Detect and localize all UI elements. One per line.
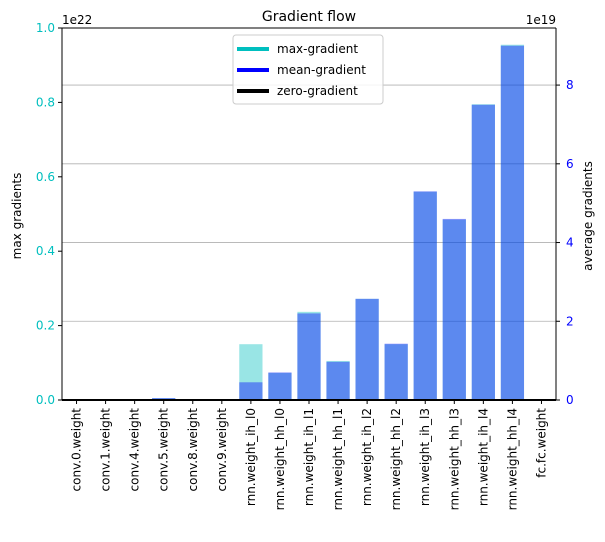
- right-tick-label: 2: [566, 314, 574, 328]
- x-tick-label: conv.0.weight: [70, 408, 84, 492]
- axes-frame: [61, 27, 557, 401]
- x-tick-label: rnn.weight_hh_l3: [447, 408, 461, 510]
- x-tick-label: rnn.weight_hh_l2: [389, 408, 403, 510]
- x-tick-label: rnn.weight_ih_l2: [360, 408, 374, 506]
- x-tick-label: rnn.weight_ih_l0: [244, 408, 258, 506]
- right-tick-label: 6: [566, 157, 574, 171]
- left-tick-label: 0.2: [36, 319, 55, 333]
- mean-gradient-bar: [413, 191, 437, 400]
- x-tick-label: rnn.weight_hh_l1: [331, 408, 345, 510]
- mean-gradient-bar: [500, 45, 525, 400]
- max-gradient-bars: [152, 44, 525, 401]
- max-gradient-bar: [413, 191, 437, 400]
- mean-gradient-bar: [384, 343, 408, 400]
- x-tick-label: rnn.weight_hh_l0: [273, 408, 287, 510]
- right-axis-label: average gradients: [581, 161, 595, 271]
- mean-gradient-bar: [442, 218, 466, 400]
- x-tick-label: conv.4.weight: [128, 408, 142, 492]
- legend-label: zero-gradient: [277, 84, 358, 98]
- left-tick-label: 0.0: [36, 393, 55, 407]
- x-tick-label: rnn.weight_hh_l4: [505, 408, 519, 510]
- chart-title: Gradient flow: [262, 9, 356, 25]
- max-gradient-bar: [326, 360, 350, 400]
- legend-frame: [232, 34, 384, 105]
- mean-gradient-bar: [268, 372, 292, 400]
- max-gradient-bar: [268, 372, 292, 400]
- mean-gradient-bar: [471, 104, 495, 400]
- max-gradient-bar: [297, 311, 321, 400]
- mean-gradient-bar: [355, 298, 379, 400]
- legend-label: max-gradient: [277, 42, 358, 56]
- max-gradient-bar: [239, 344, 263, 400]
- mean-gradient-bar: [239, 382, 263, 400]
- mean-gradient-bar: [297, 313, 321, 400]
- x-tick-label: conv.1.weight: [99, 408, 113, 492]
- max-gradient-bar: [500, 44, 525, 401]
- left-tick-label: 1.0: [36, 21, 55, 35]
- left-axis-offset-text: 1e22: [62, 13, 92, 27]
- x-tick-label: conv.5.weight: [157, 408, 171, 492]
- left-tick-label: 0.8: [36, 95, 55, 109]
- max-gradient-bar: [442, 219, 466, 400]
- x-axis-ticks: conv.0.weight conv.1.weight conv.4.weight c…: [70, 400, 548, 510]
- mean-gradient-bar: [326, 361, 350, 400]
- right-tick-label: 4: [566, 236, 574, 250]
- x-tick-label: conv.8.weight: [186, 408, 200, 492]
- legend-label: mean-gradient: [277, 63, 366, 77]
- right-tick-label: 8: [566, 78, 574, 92]
- x-tick-label: rnn.weight_ih_l3: [418, 408, 432, 506]
- max-gradient-bar: [384, 344, 408, 400]
- legend: max-gradient mean-gradient zero-gradient: [232, 34, 384, 105]
- x-tick-label: rnn.weight_ih_l4: [476, 408, 490, 506]
- max-gradient-bar: [471, 104, 495, 400]
- x-tick-label: rnn.weight_ih_l1: [302, 408, 316, 506]
- left-tick-label: 0.4: [36, 244, 55, 258]
- x-tick-label: fc.fc.weight: [534, 408, 548, 478]
- x-tick-label: conv.9.weight: [215, 408, 229, 492]
- right-tick-label: 0: [566, 393, 574, 407]
- left-tick-label: 0.6: [36, 170, 55, 184]
- max-gradient-bar: [355, 298, 379, 400]
- left-axis-ticks: 0.0 0.2 0.4 0.6 0.8 1.0: [36, 21, 62, 407]
- mean-gradient-bars: [152, 45, 525, 400]
- right-axis-offset-text: 1e19: [526, 13, 556, 27]
- left-axis-label: max gradients: [10, 173, 24, 260]
- legend-items: max-gradient mean-gradient zero-gradient: [237, 42, 366, 98]
- right-axis-ticks: 0 2 4 6 8: [556, 78, 574, 407]
